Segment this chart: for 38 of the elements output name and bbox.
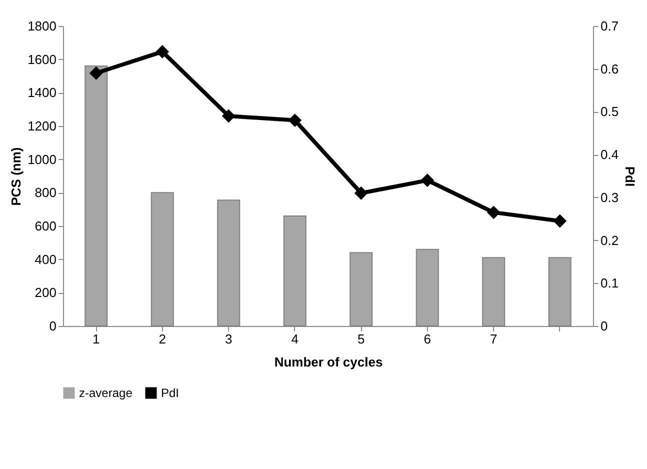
x-tick-label: 7 — [490, 332, 498, 346]
y-tick-label: 1400 — [28, 85, 56, 100]
x-tick-label: 1 — [92, 332, 100, 346]
y-tick-label: 0 — [49, 318, 56, 334]
y-tick-label: 600 — [34, 218, 56, 234]
legend-label: PdI — [161, 386, 180, 400]
legend-label: z-average — [79, 386, 133, 400]
point — [288, 114, 302, 127]
y-tick-label: 800 — [34, 185, 56, 200]
x-tick-label: 4 — [291, 332, 298, 346]
y-tick-label: 1000 — [28, 152, 56, 167]
y-tick-label: 1600 — [28, 52, 56, 67]
x-tick-label: 6 — [424, 332, 431, 346]
point — [354, 186, 368, 200]
y-tick-label: 400 — [34, 252, 56, 267]
y2-tick-label: 0.6 — [600, 61, 619, 76]
point — [420, 174, 434, 187]
point — [156, 45, 170, 58]
y2-tick-label: 0.1 — [600, 276, 619, 291]
y-axis-title: PCS (nm) — [8, 147, 24, 206]
y-tick-label: 1200 — [28, 118, 56, 134]
y2-tick-label: 0.4 — [600, 147, 619, 162]
y-tick-label: 1800 — [28, 18, 56, 34]
x-tick-label: 3 — [225, 332, 232, 346]
point — [222, 109, 236, 123]
y2-tick-label: 0.5 — [600, 104, 619, 120]
x-axis-title: Number of cycles — [274, 354, 383, 370]
point — [553, 214, 567, 228]
y2-tick-label: 0 — [600, 318, 608, 334]
point — [486, 206, 500, 220]
y2-tick-label: 0.3 — [600, 190, 619, 205]
y2-tick-label: 0.7 — [600, 18, 619, 34]
y2-tick-label: 0.2 — [600, 232, 619, 248]
y2-axis-title: PdI — [622, 166, 638, 187]
x-tick-label: 5 — [358, 332, 365, 346]
point — [89, 66, 103, 80]
y-tick-label: 200 — [34, 285, 56, 300]
x-tick-label: 2 — [158, 332, 166, 346]
